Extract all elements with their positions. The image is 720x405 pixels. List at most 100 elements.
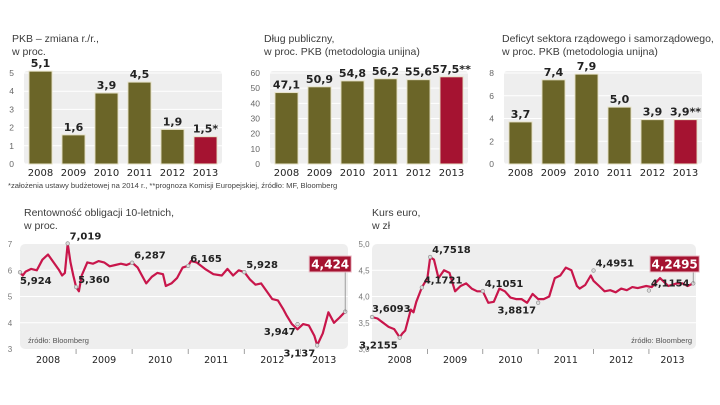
y-tick-label: 6 bbox=[489, 91, 494, 101]
bond-yield-line-chart: 3 4 5 6 7 2008 2009 2010 2011 2012 2013 źródło: Blo… bbox=[8, 232, 352, 366]
bar bbox=[574, 73, 599, 165]
bar-value-label: 5,0 bbox=[610, 93, 630, 106]
bar-value-label: 54,8 bbox=[339, 67, 366, 80]
annotation-marker bbox=[242, 270, 247, 275]
bar bbox=[640, 119, 665, 165]
x-tick-label: 2012 bbox=[260, 355, 284, 366]
y-tick-label: 5,0 bbox=[358, 240, 370, 249]
gdp-bar-chart: 0 1 2 3 4 5 5,1 2008 1,6 2009 3,9 2010 4,5 2011 1,9 201… bbox=[9, 57, 222, 179]
deficit-bar-chart: 0 2 4 6 8 3,7 2008 7,4 2009 7,9 2010 5,0 2011 3,9 2012… bbox=[489, 60, 702, 179]
bar bbox=[307, 86, 332, 165]
annotation-marker bbox=[295, 322, 300, 327]
bar bbox=[274, 92, 299, 165]
debt-chart-panel: Dług publiczny, w proc. PKB (metodologia… bbox=[240, 0, 480, 180]
bar-value-label: 55,6 bbox=[405, 66, 432, 79]
y-tick-label: 10 bbox=[251, 144, 261, 154]
bond-yield-chart-panel: Rentowność obligacji 10-letnich, w proc.… bbox=[0, 195, 360, 405]
bar bbox=[508, 121, 533, 165]
chart-title-line1: PKB – zmiana r./r., bbox=[12, 33, 99, 45]
bar-value-label: 3,7 bbox=[511, 108, 531, 121]
chart-title: Kurs euro, w zł bbox=[372, 207, 420, 233]
annotation-label: 3,2155 bbox=[359, 341, 398, 352]
x-tick-label: 2011 bbox=[607, 168, 632, 179]
series-line bbox=[371, 255, 694, 339]
x-tick-label: 2009 bbox=[61, 168, 86, 179]
bar-value-label: 1,5* bbox=[193, 123, 218, 136]
x-tick-label: 2012 bbox=[609, 355, 633, 366]
x-tick-label: 2012 bbox=[160, 168, 185, 179]
x-tick-label: 2013 bbox=[673, 168, 698, 179]
x-tick-label: 2010 bbox=[94, 168, 119, 179]
chart-title-line2: w proc. PKB (metodologia unijna) bbox=[502, 46, 658, 58]
annotation-label: 5,924 bbox=[20, 276, 52, 287]
bar bbox=[673, 119, 698, 165]
x-tick-label: 2010 bbox=[340, 168, 365, 179]
chart-title-line1: Dług publiczny, bbox=[264, 33, 335, 45]
annotation-marker bbox=[17, 270, 23, 275]
annotation-label: 6,287 bbox=[134, 251, 166, 262]
bar bbox=[607, 106, 632, 165]
annotation-label: 3,8817 bbox=[498, 306, 537, 317]
y-tick-label: 8 bbox=[489, 68, 494, 78]
annotation-label: 3,947 bbox=[264, 327, 296, 338]
x-tick-label: 2013 bbox=[312, 355, 336, 366]
current-value-box bbox=[308, 255, 352, 273]
y-tick-label: 5 bbox=[8, 293, 13, 302]
chart-title-line1: Rentowność obligacji 10-letnich, bbox=[24, 207, 174, 219]
bar bbox=[541, 79, 566, 165]
x-tick-label: 2013 bbox=[660, 355, 684, 366]
annotation-label: 4,4951 bbox=[596, 259, 635, 270]
current-value-box bbox=[649, 255, 700, 273]
y-tick-label: 2 bbox=[9, 123, 14, 133]
y-tick-label: 3,0 bbox=[358, 345, 370, 354]
bar-value-label: 3,9 bbox=[643, 106, 663, 119]
x-tick-label: 2008 bbox=[36, 355, 60, 366]
y-tick-label: 0 bbox=[255, 159, 260, 169]
bar bbox=[160, 128, 185, 165]
bar bbox=[406, 79, 431, 165]
x-tick-label: 2008 bbox=[274, 168, 299, 179]
annotation-label: 5,360 bbox=[78, 275, 110, 286]
y-tick-label: 30 bbox=[251, 114, 261, 124]
x-tick-label: 2013 bbox=[193, 168, 218, 179]
chart-title-line2: w proc. bbox=[24, 220, 58, 232]
y-tick-label: 0 bbox=[489, 159, 494, 169]
x-tick-label: 2009 bbox=[541, 168, 566, 179]
bar-value-label: 3,9 bbox=[97, 79, 117, 92]
x-tick-label: 2012 bbox=[406, 168, 431, 179]
bar-value-label: 1,6 bbox=[64, 121, 84, 134]
bar bbox=[439, 76, 464, 165]
annotation-label: 4,1721 bbox=[424, 275, 463, 286]
bar-value-label: 4,5 bbox=[130, 68, 150, 81]
bar-value-label: 57,5** bbox=[432, 63, 471, 76]
y-tick-label: 4,0 bbox=[358, 293, 370, 302]
annotation-label: 4,7518 bbox=[432, 245, 471, 256]
x-tick-label: 2009 bbox=[92, 355, 116, 366]
y-tick-label: 4 bbox=[8, 319, 13, 328]
source-label: źródło: Bloomberg bbox=[28, 336, 89, 345]
annotation-marker bbox=[186, 263, 191, 269]
x-tick-label: 2010 bbox=[148, 355, 172, 366]
y-tick-label: 4,5 bbox=[358, 266, 370, 275]
annotation-marker bbox=[397, 335, 402, 340]
chart-title: Rentowność obligacji 10-letnich, w proc. bbox=[24, 207, 174, 233]
annotation-marker bbox=[591, 268, 596, 273]
x-tick-label: 2008 bbox=[28, 168, 53, 179]
chart-title-line2: w zł bbox=[372, 220, 391, 232]
bar bbox=[61, 134, 86, 165]
annotation-marker bbox=[428, 254, 433, 260]
annotation-marker bbox=[480, 288, 485, 294]
chart-title-line2: w proc. PKB (metodologia unijna) bbox=[264, 46, 420, 58]
annotation-marker bbox=[536, 300, 541, 305]
chart-title: Dług publiczny, w proc. PKB (metodologia… bbox=[264, 33, 420, 59]
x-tick-label: 2011 bbox=[554, 355, 578, 366]
deficit-chart-panel: Deficyt sektora rządowego i samorządoweg… bbox=[480, 0, 720, 180]
annotation-marker bbox=[419, 285, 424, 290]
bar bbox=[373, 78, 398, 165]
bar bbox=[340, 80, 365, 165]
plot-background bbox=[24, 71, 222, 164]
bar-value-label: 56,2 bbox=[372, 65, 399, 78]
y-tick-label: 50 bbox=[251, 83, 261, 93]
x-tick-label: 2010 bbox=[574, 168, 599, 179]
bar-value-label: 47,1 bbox=[273, 79, 300, 92]
